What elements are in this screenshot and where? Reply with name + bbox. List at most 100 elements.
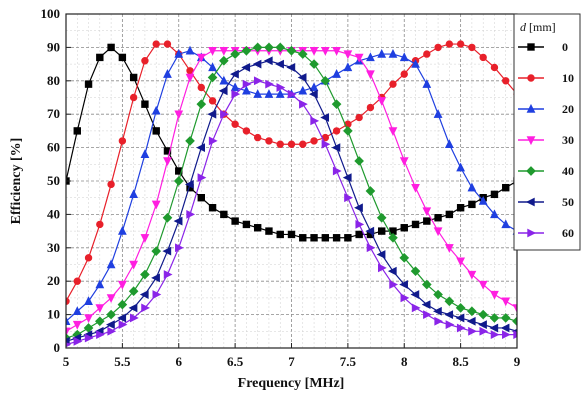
data-point-30 — [84, 314, 93, 324]
data-point-30 — [106, 294, 116, 303]
data-point-60 — [299, 99, 308, 109]
data-point-50 — [365, 226, 375, 236]
y-tick-label: 0 — [54, 340, 61, 355]
legend-marker-50 — [525, 197, 535, 207]
x-tick-label: 5 — [63, 354, 70, 369]
legend-marker-10 — [527, 74, 535, 82]
data-point-0 — [129, 73, 138, 82]
data-point-30 — [343, 50, 353, 60]
x-tick-label: 6 — [176, 354, 183, 369]
data-point-20 — [366, 52, 375, 62]
data-point-60 — [310, 116, 320, 126]
x-tick-label: 7.5 — [340, 354, 357, 369]
data-point-40 — [264, 42, 274, 53]
data-point-20 — [84, 296, 93, 305]
x-tick-labels: 5 5.5 6 6.5 7 7.5 8 8.5 9 — [63, 354, 521, 369]
data-point-30 — [66, 327, 71, 337]
data-point-0 — [377, 227, 386, 235]
data-point-50 — [252, 59, 262, 69]
data-point-10 — [468, 43, 476, 52]
data-point-30 — [411, 183, 420, 193]
y-tick-label: 30 — [47, 240, 60, 255]
data-point-20 — [422, 79, 432, 88]
data-point-20 — [298, 85, 308, 95]
y-tick-label: 80 — [47, 73, 60, 88]
data-point-50 — [444, 310, 454, 319]
data-point-10 — [107, 180, 115, 189]
data-point-30 — [129, 260, 139, 270]
series-layer — [66, 40, 517, 348]
data-point-0 — [84, 80, 93, 88]
data-point-30 — [219, 47, 229, 56]
data-point-60 — [434, 316, 444, 326]
data-point-50 — [151, 273, 160, 283]
data-point-0 — [468, 200, 476, 209]
data-point-40 — [117, 299, 128, 310]
data-point-40 — [421, 279, 432, 290]
data-point-10 — [163, 40, 172, 48]
data-point-20 — [264, 89, 274, 98]
x-tick-label: 5.5 — [114, 354, 131, 369]
data-point-20 — [163, 69, 172, 78]
data-point-30 — [377, 97, 387, 106]
data-point-0 — [411, 220, 420, 229]
data-point-10 — [502, 77, 510, 85]
data-point-0 — [400, 224, 408, 232]
data-point-60 — [411, 303, 421, 313]
data-point-0 — [197, 194, 205, 202]
data-point-30 — [422, 207, 432, 217]
data-point-60 — [502, 330, 511, 340]
data-point-0 — [152, 127, 160, 135]
data-point-40 — [433, 289, 443, 300]
data-point-10 — [231, 120, 239, 128]
x-tick-label: 7 — [288, 354, 295, 369]
data-point-60 — [332, 166, 342, 176]
data-point-40 — [151, 246, 162, 256]
data-point-0 — [231, 217, 239, 225]
data-point-60 — [197, 173, 207, 183]
data-point-60 — [445, 320, 455, 330]
legend-item-20: 20 — [518, 102, 574, 116]
data-point-50 — [275, 59, 284, 69]
y-tick-label: 20 — [47, 273, 60, 288]
data-point-30 — [478, 280, 488, 290]
legend-box — [513, 13, 581, 251]
data-point-30 — [117, 280, 127, 290]
data-point-10 — [366, 103, 375, 112]
data-point-20 — [490, 209, 499, 219]
data-point-40 — [106, 309, 116, 320]
data-point-10 — [152, 40, 160, 48]
data-point-0 — [118, 53, 127, 62]
y-tick-label: 40 — [47, 206, 60, 221]
data-point-0 — [355, 230, 363, 239]
data-point-60 — [242, 79, 252, 89]
y-tick-label: 70 — [47, 106, 60, 121]
data-point-60 — [141, 303, 150, 313]
data-point-50 — [320, 113, 330, 122]
data-point-20 — [174, 49, 184, 58]
data-point-50 — [387, 266, 397, 276]
data-point-20 — [433, 109, 443, 118]
data-point-10 — [299, 140, 307, 148]
data-point-30 — [512, 304, 517, 313]
data-point-0 — [332, 234, 341, 242]
series-50 — [66, 56, 517, 346]
legend-title-unit: [mm] — [529, 20, 556, 34]
data-point-40 — [500, 313, 511, 323]
series-60 — [66, 76, 517, 348]
data-point-60 — [175, 243, 184, 253]
axis-ticks — [65, 13, 518, 349]
data-point-40 — [219, 55, 229, 66]
data-point-0 — [423, 217, 431, 225]
data-point-50 — [128, 303, 138, 313]
data-point-50 — [162, 246, 172, 256]
data-point-0 — [310, 234, 318, 242]
data-point-30 — [95, 304, 105, 313]
data-point-20 — [501, 219, 511, 229]
y-tick-label: 90 — [47, 39, 60, 54]
data-point-30 — [456, 257, 466, 267]
legend-label-40: 40 — [562, 164, 574, 178]
data-point-50 — [466, 316, 476, 326]
legend-item-60: 60 — [518, 226, 574, 240]
data-point-40 — [286, 45, 297, 56]
